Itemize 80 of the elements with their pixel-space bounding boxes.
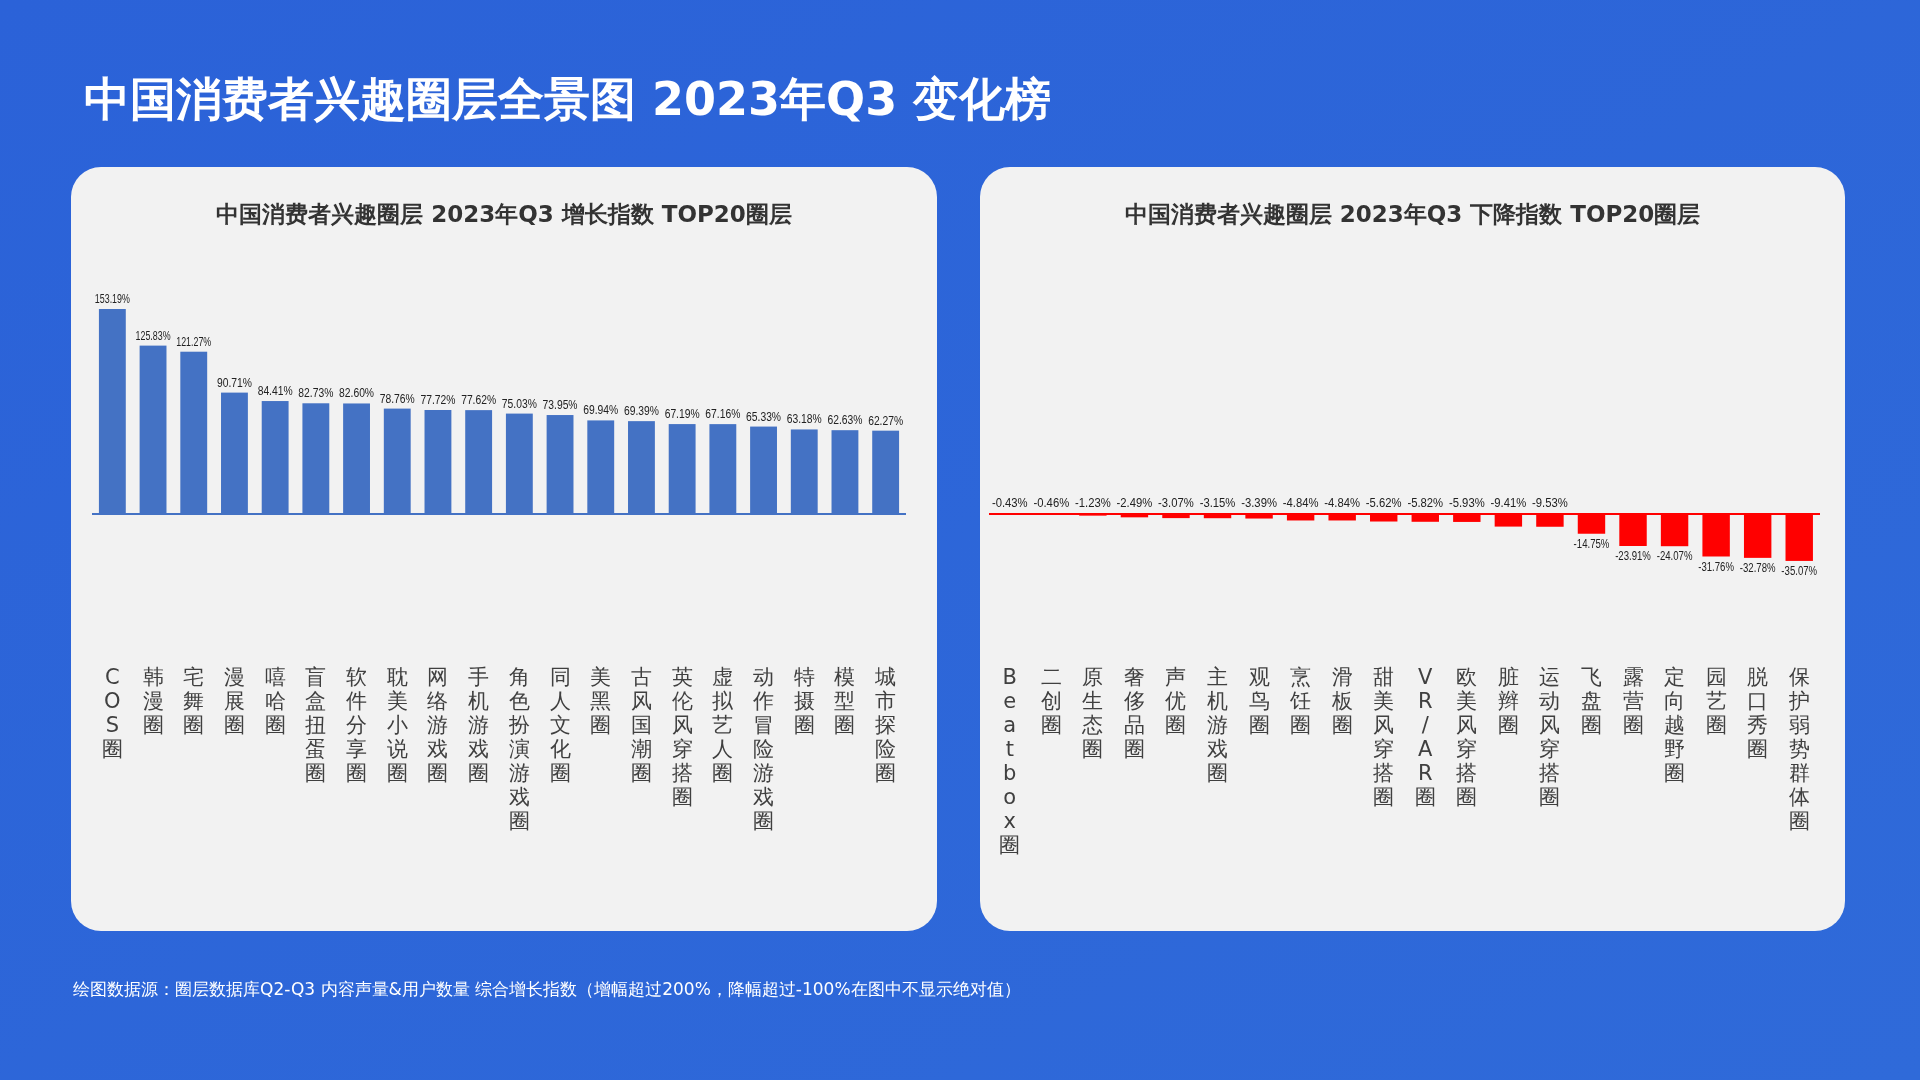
data-label: -24.07% xyxy=(1656,549,1702,564)
x-tick-label: 观鸟圈 xyxy=(1248,665,1270,737)
x-tick-label: 二创圈 xyxy=(1040,665,1062,737)
data-label: 69.39% xyxy=(623,404,665,419)
x-tick-label: 英伦风穿搭圈 xyxy=(671,665,693,809)
data-label: -3.15% xyxy=(1199,496,1238,510)
x-tick-label: 露营圈 xyxy=(1622,665,1644,737)
x-tick-label: 烹饪圈 xyxy=(1289,665,1312,737)
data-label: 65.33% xyxy=(746,409,787,424)
data-label: 63.18% xyxy=(786,412,828,427)
data-label: 121.27% xyxy=(176,334,224,349)
data-label: -1.23% xyxy=(1075,496,1114,510)
data-label: 77.72% xyxy=(420,392,462,407)
x-tick-label: 模型圈 xyxy=(834,665,856,737)
data-label: 67.16% xyxy=(705,407,747,422)
x-tick-label: 嘻哈圈 xyxy=(264,665,286,737)
x-tick-label: 宅舞圈 xyxy=(183,665,205,737)
x-tick-label: 欧美风穿搭圈 xyxy=(1456,665,1478,809)
data-label: -14.75% xyxy=(1573,536,1619,551)
data-label: 62.27% xyxy=(868,413,909,428)
data-label: -0.43% xyxy=(991,496,1030,510)
x-tick-label: 手机游戏圈 xyxy=(468,665,490,785)
x-tick-label: 耽美小说圈 xyxy=(386,665,408,785)
x-tick-label: 角色扮演游戏圈 xyxy=(507,665,530,833)
x-tick-label: 园艺圈 xyxy=(1705,665,1727,737)
data-label: 75.03% xyxy=(501,396,543,411)
x-tick-label: 奢侈品圈 xyxy=(1123,665,1145,761)
text: 中国消费者兴趣圈层全景图 2023年Q3 变化榜 xyxy=(84,72,1052,126)
data-label: 62.63% xyxy=(827,413,869,428)
chart-title: 中国消费者兴趣圈层 2023年Q3 增长指数 TOP20圈层 xyxy=(216,201,792,227)
data-label: -0.46% xyxy=(1033,496,1072,510)
x-tick-label: 城市探险圈 xyxy=(874,665,897,785)
x-tick-label: 盲盒扭蛋圈 xyxy=(305,665,327,785)
x-tick-label: 脱口秀圈 xyxy=(1747,665,1769,761)
text: 绘图数据源：圈层数据库Q2-Q3 内容声量&用户数量 综合增长指数（增幅超过200%，降幅超过-100%在图中不显示绝对值） xyxy=(73,979,1021,999)
x-tick-label: 同人文化圈 xyxy=(549,665,571,785)
data-label: 77.62% xyxy=(461,393,502,408)
data-label: -5.62% xyxy=(1365,496,1404,510)
x-tick-label: 古风国潮圈 xyxy=(630,665,652,785)
x-tick-label: 保护弱势群体圈 xyxy=(1787,665,1810,833)
data-label: 82.73% xyxy=(298,386,340,401)
x-tick-label: 甜美风穿搭圈 xyxy=(1373,665,1395,809)
chart-title: 中国消费者兴趣圈层 2023年Q3 下降指数 TOP20圈层 xyxy=(1124,201,1701,227)
data-label: -9.53% xyxy=(1532,496,1571,510)
x-tick-label: 飞盘圈 xyxy=(1580,665,1602,737)
x-tick-label: 运动风穿搭圈 xyxy=(1539,665,1561,809)
x-tick-label: 滑板圈 xyxy=(1330,665,1353,737)
data-label: 153.19% xyxy=(94,292,143,306)
data-label: -3.07% xyxy=(1158,496,1197,510)
data-label: -35.07% xyxy=(1781,563,1827,578)
x-tick-label: Beatbox圈 xyxy=(999,665,1021,857)
data-label: -2.49% xyxy=(1116,496,1155,510)
data-label: -5.93% xyxy=(1448,496,1487,510)
x-tick-label: 网络游戏圈 xyxy=(427,665,449,785)
data-label: 78.76% xyxy=(379,391,421,406)
data-label: 82.60% xyxy=(339,386,380,401)
x-tick-label: 美黑圈 xyxy=(590,665,612,737)
data-label: 67.19% xyxy=(664,407,706,422)
x-tick-label: 特摄圈 xyxy=(793,665,815,737)
data-label: 69.94% xyxy=(583,403,624,418)
x-tick-label: 原生态圈 xyxy=(1081,665,1104,761)
x-tick-label: 韩漫圈 xyxy=(142,665,164,737)
x-tick-label: COS圈 xyxy=(101,665,123,761)
x-tick-label: 定向越野圈 xyxy=(1664,665,1686,785)
data-label: -9.41% xyxy=(1490,496,1529,510)
x-tick-label: 主机游戏圈 xyxy=(1207,665,1229,785)
data-label: -3.39% xyxy=(1241,496,1280,510)
x-tick-label: 动作冒险游戏圈 xyxy=(752,665,775,833)
data-label: 73.95% xyxy=(542,398,584,413)
x-tick-label: 声优圈 xyxy=(1165,665,1187,737)
data-label: 90.71% xyxy=(216,375,258,390)
data-label: -5.82% xyxy=(1407,496,1446,510)
data-label: 84.41% xyxy=(257,384,299,399)
data-label: -4.84% xyxy=(1324,496,1363,510)
x-tick-label: 虚拟艺人圈 xyxy=(712,665,735,785)
x-tick-label: 漫展圈 xyxy=(223,665,245,737)
x-tick-label: VR/AR圈 xyxy=(1414,665,1436,809)
x-tick-label: 脏辫圈 xyxy=(1497,665,1519,737)
x-tick-label: 软件分享圈 xyxy=(346,665,368,785)
data-label: -4.84% xyxy=(1282,496,1321,510)
